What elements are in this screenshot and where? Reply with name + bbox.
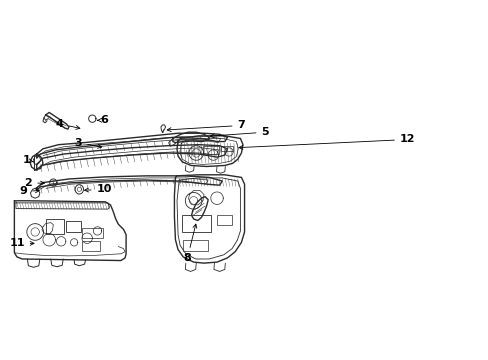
Bar [82, 228, 102, 238]
Text: 8: 8 [183, 224, 196, 263]
Bar [217, 215, 231, 225]
Bar [66, 221, 81, 232]
Text: 9: 9 [19, 186, 39, 197]
Text: 6: 6 [97, 115, 108, 125]
Text: 3: 3 [74, 138, 102, 148]
Text: 1: 1 [22, 155, 33, 165]
Text: 5: 5 [210, 127, 268, 138]
Bar [45, 219, 63, 234]
Bar [183, 240, 208, 251]
Text: 7: 7 [167, 121, 245, 132]
Bar [221, 146, 232, 152]
Bar [82, 241, 100, 251]
Text: 13: 13 [0, 359, 1, 360]
Text: 4: 4 [56, 119, 80, 129]
Text: 12: 12 [239, 135, 415, 149]
Bar [182, 215, 210, 232]
Bar [203, 146, 218, 153]
Text: 11: 11 [9, 238, 34, 248]
Text: 10: 10 [84, 184, 112, 194]
Text: 2: 2 [24, 178, 44, 188]
